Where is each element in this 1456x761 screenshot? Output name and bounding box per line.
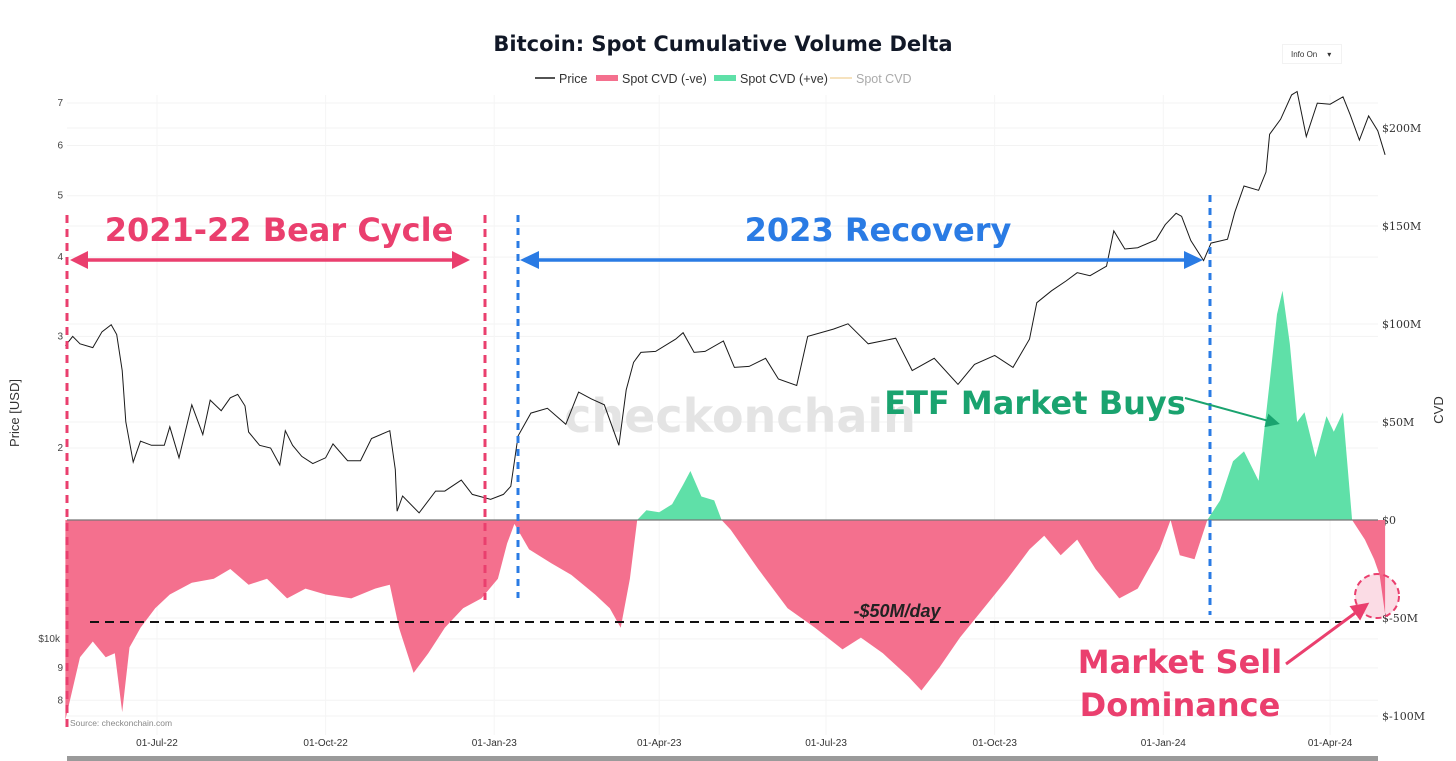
cvd-axis-title: CVD <box>1431 396 1446 423</box>
legend-item-cvd[interactable]: Spot CVD <box>830 72 912 86</box>
threshold-label: -$50M/day <box>853 601 941 621</box>
cvd-positive-area <box>65 290 1386 520</box>
date-tick-label: 01-Oct-22 <box>303 738 348 749</box>
source-label: Source: checkonchain.com <box>70 718 172 728</box>
sell-annotation: Market Sell Dominance <box>1078 573 1400 724</box>
bear-cycle-annotation: 2021-22 Bear Cycle <box>65 211 487 730</box>
price-tick-label: 8 <box>57 695 63 706</box>
legend-item-price[interactable]: Price <box>535 72 588 86</box>
cvd-negative-area <box>65 520 1386 720</box>
date-tick-label: 01-Jan-23 <box>472 738 517 749</box>
chart-title: Bitcoin: Spot Cumulative Volume Delta <box>493 32 952 56</box>
price-axis: 7 6 5 4 3 2 $10k 9 8 <box>38 98 63 706</box>
threshold-annotation: -$50M/day <box>90 601 1378 623</box>
cvd-tick-label: $0 <box>1382 514 1396 527</box>
sell-arrow-icon <box>1285 602 1370 666</box>
date-tick-label: 01-Apr-24 <box>1308 738 1353 749</box>
info-dropdown[interactable]: Info On ▾ <box>1282 44 1342 64</box>
cvd-tick-label: $-50M <box>1382 612 1418 625</box>
legend-item-cvd-positive[interactable]: Spot CVD (+ve) <box>714 72 828 86</box>
price-tick-label: 7 <box>57 98 63 109</box>
info-dropdown-label: Info On <box>1291 49 1318 59</box>
bear-cycle-label: 2021-22 Bear Cycle <box>105 211 454 249</box>
recovery-label: 2023 Recovery <box>745 211 1012 249</box>
sell-highlight-circle <box>1354 573 1400 619</box>
range-slider[interactable] <box>67 756 1378 761</box>
price-line <box>65 90 1386 514</box>
legend: Price Spot CVD (-ve) Spot CVD (+ve) Spot… <box>535 72 912 86</box>
price-tick-label: 5 <box>57 191 63 202</box>
date-tick-label: 01-Jul-22 <box>136 738 178 749</box>
watermark: checkonchain <box>564 389 916 443</box>
svg-text:Spot CVD (+ve): Spot CVD (+ve) <box>740 72 828 86</box>
price-axis-title: Price [USD] <box>7 379 22 447</box>
cvd-tick-label: $50M <box>1382 416 1414 429</box>
date-tick-label: 01-Apr-23 <box>637 738 682 749</box>
date-tick-label: 01-Jul-23 <box>805 738 847 749</box>
svg-text:Spot CVD (-ve): Spot CVD (-ve) <box>622 72 707 86</box>
legend-item-cvd-negative[interactable]: Spot CVD (-ve) <box>596 72 707 86</box>
cvd-tick-label: $150M <box>1382 220 1421 233</box>
price-tick-label: $10k <box>38 634 61 645</box>
svg-text:Spot CVD: Spot CVD <box>856 72 912 86</box>
cvd-tick-label: $200M <box>1382 122 1421 135</box>
recovery-annotation: 2023 Recovery <box>516 195 1212 615</box>
svg-text:Price: Price <box>559 72 588 86</box>
cvd-tick-label: $-100M <box>1382 710 1425 723</box>
etf-label: ETF Market Buys <box>884 384 1186 422</box>
etf-annotation: ETF Market Buys <box>884 384 1280 428</box>
cvd-tick-label: $100M <box>1382 318 1421 331</box>
price-tick-label: 3 <box>57 331 63 342</box>
cvd-axis: $200M $150M $100M $50M $0 $-50M $-100M <box>1382 122 1425 723</box>
sell-label-line1: Market Sell <box>1078 643 1282 681</box>
price-tick-label: 2 <box>57 443 63 454</box>
date-tick-label: 01-Jan-24 <box>1141 738 1186 749</box>
price-tick-label: 6 <box>57 141 63 152</box>
caret-down-icon: ▾ <box>1327 49 1332 59</box>
etf-arrow-icon <box>1184 397 1280 428</box>
price-tick-label: 4 <box>57 252 63 263</box>
price-tick-label: 9 <box>57 663 63 674</box>
sell-label-line2: Dominance <box>1080 686 1281 724</box>
date-axis: 01-Jul-22 01-Oct-22 01-Jan-23 01-Apr-23 01-J… <box>136 738 1353 749</box>
date-tick-label: 01-Oct-23 <box>972 738 1017 749</box>
